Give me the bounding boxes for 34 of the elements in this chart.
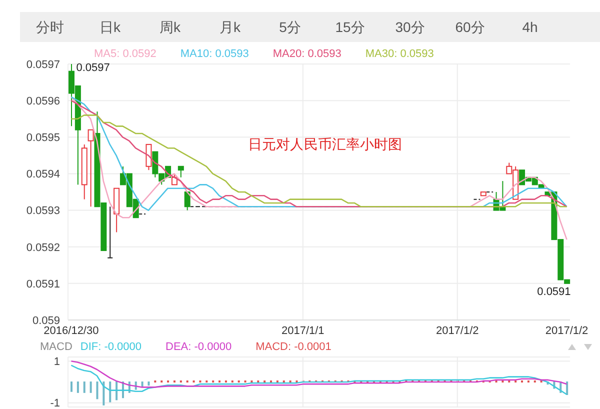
text: MA10: 0.0593 <box>180 48 249 60</box>
annotation: 0.0591 <box>537 286 571 298</box>
annotation: 0.0597 <box>76 62 110 74</box>
text: MA30: 0.0593 <box>365 48 434 60</box>
x-tick-label: 2016/12/30 <box>44 325 99 337</box>
x-tick-label: 2017/1/1 <box>281 325 324 337</box>
y-tick-label: 0.059 <box>32 314 60 327</box>
x-tick-label: 2017/1/2 <box>436 325 479 337</box>
text: 日元对人民币汇率小时图 <box>248 136 402 154</box>
text: 分时 <box>35 18 65 37</box>
text: 日k <box>98 18 122 37</box>
text: MACD: -0.0001 <box>256 341 332 353</box>
y-tick-label: -1 <box>50 398 60 409</box>
y-tick-label: 0.0595 <box>26 132 60 144</box>
text: 30分 <box>394 18 426 37</box>
text: MA20: 0.0593 <box>272 48 342 60</box>
y-tick-label: 0.0593 <box>26 205 60 218</box>
legend-title: MACD <box>40 341 72 353</box>
text: 4h <box>521 18 539 37</box>
series-label: DIF: -0.0000 <box>80 341 142 353</box>
text: MA5: 0.0592 <box>94 48 156 60</box>
text: 60分 <box>454 18 486 37</box>
y-tick-label: 0.0594 <box>26 168 60 181</box>
y-tick-label: 1 <box>54 356 60 368</box>
y-tick-label: 0.0591 <box>26 278 60 290</box>
text: 月k <box>218 18 242 37</box>
text: DEA: -0.0000 <box>166 341 232 353</box>
text: 周k <box>158 18 182 37</box>
y-tick-label: 0.0596 <box>26 95 60 108</box>
text: 15分 <box>334 18 366 37</box>
text: 5分 <box>278 18 302 37</box>
y-tick-label: 0.0597 <box>26 58 60 71</box>
y-tick-label: 0.0592 <box>26 242 60 254</box>
x-tick-label: 2017/1/2 <box>545 325 588 337</box>
